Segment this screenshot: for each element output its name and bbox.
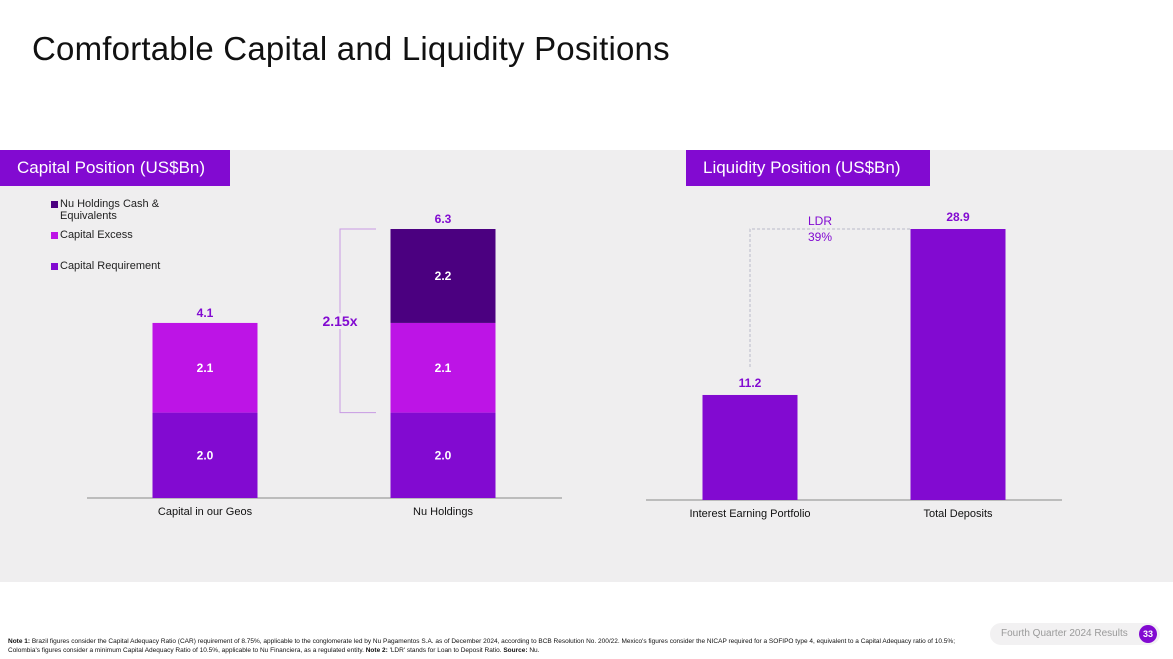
source-label: Source: [503,647,528,654]
source-text: Nu. [527,647,540,654]
category-label-total-deposits: Total Deposits [923,508,993,520]
bar-label-nu-holdings-capital-requirement: 2.0 [435,448,452,462]
liquidity-chart: 11.2 Interest Earning Portfolio 28.9 Total … [646,210,1062,520]
category-label-interest-earning-portfolio: Interest Earning Portfolio [689,508,810,520]
bar-label-capital-in-our-geos-capital-requirement: 2.0 [197,448,214,462]
page-number: 33 [1139,625,1157,643]
footer-label: Fourth Quarter 2024 Results [1001,628,1128,639]
total-label-nu-holdings: 6.3 [435,212,452,226]
legend-swatch-capital-excess [51,232,58,239]
legend-item-capital-excess: Capital Excess [51,229,191,241]
note1-text: Brazil figures consider the Capital Adeq… [8,638,956,654]
bar-total-deposits [910,229,1006,500]
page-title: Comfortable Capital and Liquidity Positi… [32,30,670,67]
bar-label-nu-holdings-capital-excess: 2.1 [435,361,452,375]
bar-interest-earning-portfolio [702,394,798,500]
legend-swatch-capital-requirement [51,263,58,270]
ratio-label: 2.15x [322,313,357,329]
category-label-capital-in-our-geos: Capital in our Geos [158,506,253,518]
footer-pill [990,623,1160,645]
note2-text: 'LDR' stands for Loan to Deposit Ratio. [387,647,504,654]
ldr-connector [749,228,911,367]
legend-item-cash: Nu Holdings Cash & Equivalents [51,198,191,222]
bar-nu-holdings-nu-holdings-cash-equivalents [390,229,496,323]
legend-item-capital-requirement: Capital Requirement [51,260,191,272]
bar-label-nu-holdings-nu-holdings-cash-equivalents: 2.2 [435,269,452,283]
bar-label-capital-in-our-geos-capital-excess: 2.1 [197,361,214,375]
ratio-bracket [339,228,376,414]
total-label-capital-in-our-geos: 4.1 [197,306,214,320]
capital-panel-label: Capital Position (US$Bn) [0,150,230,186]
ldr-value: 39% [808,230,832,244]
category-label-nu-holdings: Nu Holdings [413,506,473,518]
legend-label-capital-excess: Capital Excess [60,229,133,241]
value-label-total-deposits: 28.9 [946,210,970,224]
legend-label-capital-requirement: Capital Requirement [60,260,161,272]
bar-nu-holdings-capital-excess [390,322,496,413]
note1-label: Note 1: [8,638,31,645]
bar-capital-in-our-geos-capital-requirement [152,412,258,498]
bar-nu-holdings-capital-requirement [390,412,496,498]
ldr-label: LDR [808,214,832,228]
liquidity-panel-label: Liquidity Position (US$Bn) [686,150,930,186]
capital-chart: 2.0 2.1 4.1 Capital in our Geos 2.0 2.1 2.2 6.3… [87,212,562,518]
legend-swatch-cash [51,201,58,208]
note2-label: Note 2: [365,647,388,654]
bar-capital-in-our-geos-capital-excess [152,322,258,413]
value-label-interest-earning-portfolio: 11.2 [739,376,762,390]
footer-note: Note 1: Brazil figures consider the Capi… [8,637,988,655]
legend-label-cash: Nu Holdings Cash & Equivalents [60,198,160,222]
